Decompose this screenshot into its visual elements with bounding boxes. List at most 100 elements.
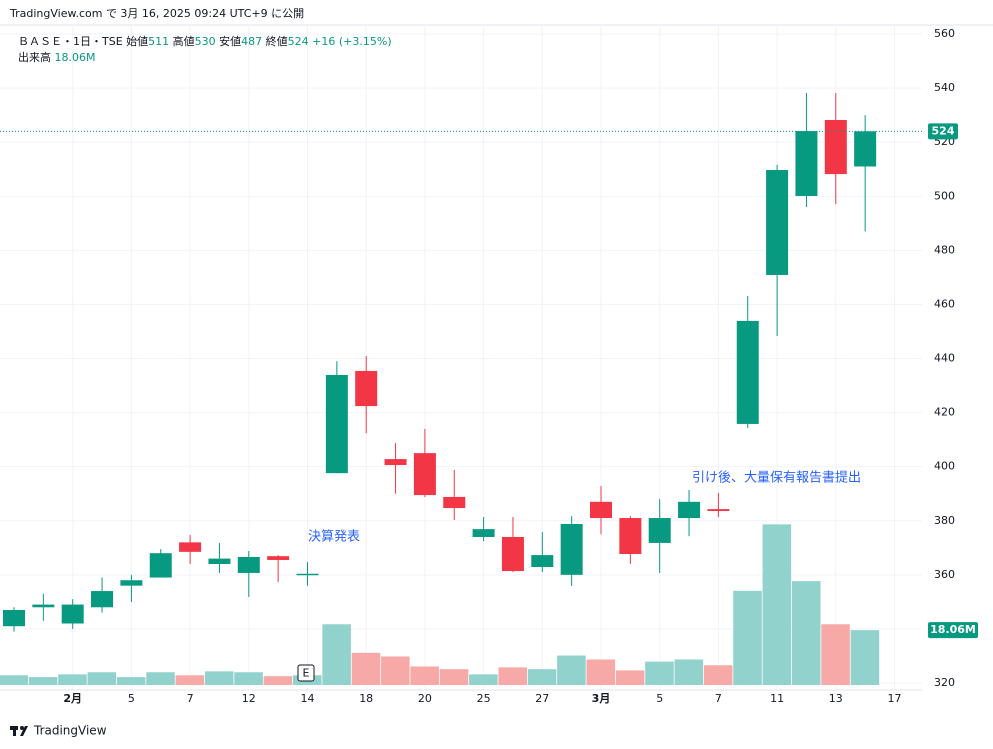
volume-bar	[0, 675, 29, 685]
annotation: 引け後、大量保有報告書提出	[692, 470, 861, 486]
x-tick-label: 18	[359, 692, 373, 705]
candle-body	[678, 501, 701, 519]
legend-high-value: 530	[195, 35, 216, 48]
y-tick-label: 400	[934, 460, 955, 473]
y-tick-label: 500	[934, 189, 955, 202]
candle-body	[413, 453, 436, 496]
candle-body	[472, 529, 495, 537]
header: TradingView.com で 3月 16, 2025 09:24 UTC+…	[9, 7, 304, 20]
volume-bar	[263, 676, 293, 685]
last-price-box	[928, 123, 958, 140]
volume-bar	[87, 672, 117, 685]
volume-bar	[204, 671, 234, 685]
event-marker: E	[303, 667, 310, 680]
y-tick-label: 480	[934, 243, 955, 256]
x-tick-label: 14	[301, 692, 315, 705]
y-tick-label: 460	[934, 297, 955, 310]
x-tick-label: 13	[829, 692, 843, 705]
candle-body	[590, 501, 612, 519]
volume-bar	[322, 624, 351, 685]
candle-body	[208, 558, 231, 565]
legend-volume-label: 出来高	[18, 50, 51, 64]
legend-low-value: 487	[241, 35, 262, 48]
candle-body	[179, 542, 202, 552]
candle-body	[355, 370, 378, 407]
x-tick-label: 7	[187, 692, 194, 705]
candle-body	[560, 523, 583, 575]
legend-volume: 出来高 18.06M	[18, 50, 95, 64]
footer-logo: TradingView	[33, 724, 107, 738]
volume-bar	[28, 677, 58, 685]
candle-body	[795, 131, 818, 196]
candle-body	[296, 573, 319, 576]
x-tick-label: 11	[770, 692, 784, 705]
x-tick-label: 27	[535, 692, 549, 705]
volume-bar	[234, 672, 263, 685]
volume-bar	[850, 630, 880, 685]
volume-bar	[351, 652, 381, 685]
candle-body	[443, 496, 466, 509]
volume-bar	[703, 665, 733, 685]
candle-body	[61, 604, 84, 624]
x-tick-label: 5	[128, 692, 135, 705]
volume-bar	[733, 590, 762, 685]
candle-body	[325, 374, 348, 474]
legend-change: +16 (+3.15%)	[312, 35, 391, 48]
candle-body	[32, 604, 55, 608]
candle-body	[824, 119, 847, 175]
x-tick-label: 17	[888, 692, 902, 705]
volume-bar	[527, 669, 557, 685]
volume-bar	[58, 674, 87, 685]
x-tick-label: 20	[418, 692, 432, 705]
symbol: ＢＡＳＥ・1日・TSE	[18, 35, 123, 48]
x-tick-label: 3月	[592, 692, 611, 705]
x-tick-label: 7	[715, 692, 722, 705]
y-tick-label: 360	[934, 568, 955, 581]
legend-low-label: 安値	[219, 34, 241, 48]
x-tick-label: 12	[242, 692, 256, 705]
candle-body	[149, 553, 172, 578]
candle-body	[267, 556, 290, 560]
volume-bar	[674, 659, 704, 685]
legend-open-label: 始値	[126, 34, 148, 48]
legend-high-label: 高値	[173, 34, 195, 48]
legend-open-value: 511	[148, 35, 169, 48]
volume-bar	[821, 624, 850, 685]
candle-body	[3, 609, 25, 627]
volume-bar	[469, 674, 498, 685]
logo-icon	[10, 726, 28, 736]
legend-close-value: 524	[288, 35, 309, 48]
candle-body	[854, 131, 877, 167]
legend-volume-value: 18.06M	[55, 51, 96, 64]
volume-bar	[175, 675, 205, 685]
x-tick-label: 5	[656, 692, 663, 705]
legend: ＢＡＳＥ・1日・TSE 始値511 高値530 安値487 終値524 +16 …	[18, 34, 392, 48]
volume-bar	[557, 655, 586, 685]
candle-body	[237, 556, 260, 573]
y-tick-label: 320	[934, 676, 955, 689]
x-tick-label: 2月	[63, 692, 82, 705]
y-tick-label: 540	[934, 81, 955, 94]
candle-body	[91, 591, 114, 608]
volume-bar	[762, 524, 792, 685]
y-tick-label: 440	[934, 352, 955, 365]
y-tick-label: 560	[934, 27, 955, 40]
y-tick-label: 420	[934, 406, 955, 419]
candle-body	[766, 170, 789, 275]
volume-bar	[116, 677, 146, 685]
volume-bar	[410, 666, 439, 685]
volume-bar	[791, 581, 821, 685]
candle-body	[120, 580, 143, 586]
candle-body	[707, 509, 730, 512]
candle-body	[384, 459, 407, 466]
y-tick-label: 380	[934, 514, 955, 527]
annotation: 決算発表	[308, 530, 360, 545]
volume-bar	[586, 659, 616, 685]
candle-body	[531, 555, 554, 567]
volume-bar	[498, 667, 527, 685]
volume-bar	[645, 661, 674, 685]
volume-bar	[381, 656, 410, 685]
legend-close-label: 終値	[266, 34, 288, 48]
x-tick-label: 25	[477, 692, 491, 705]
